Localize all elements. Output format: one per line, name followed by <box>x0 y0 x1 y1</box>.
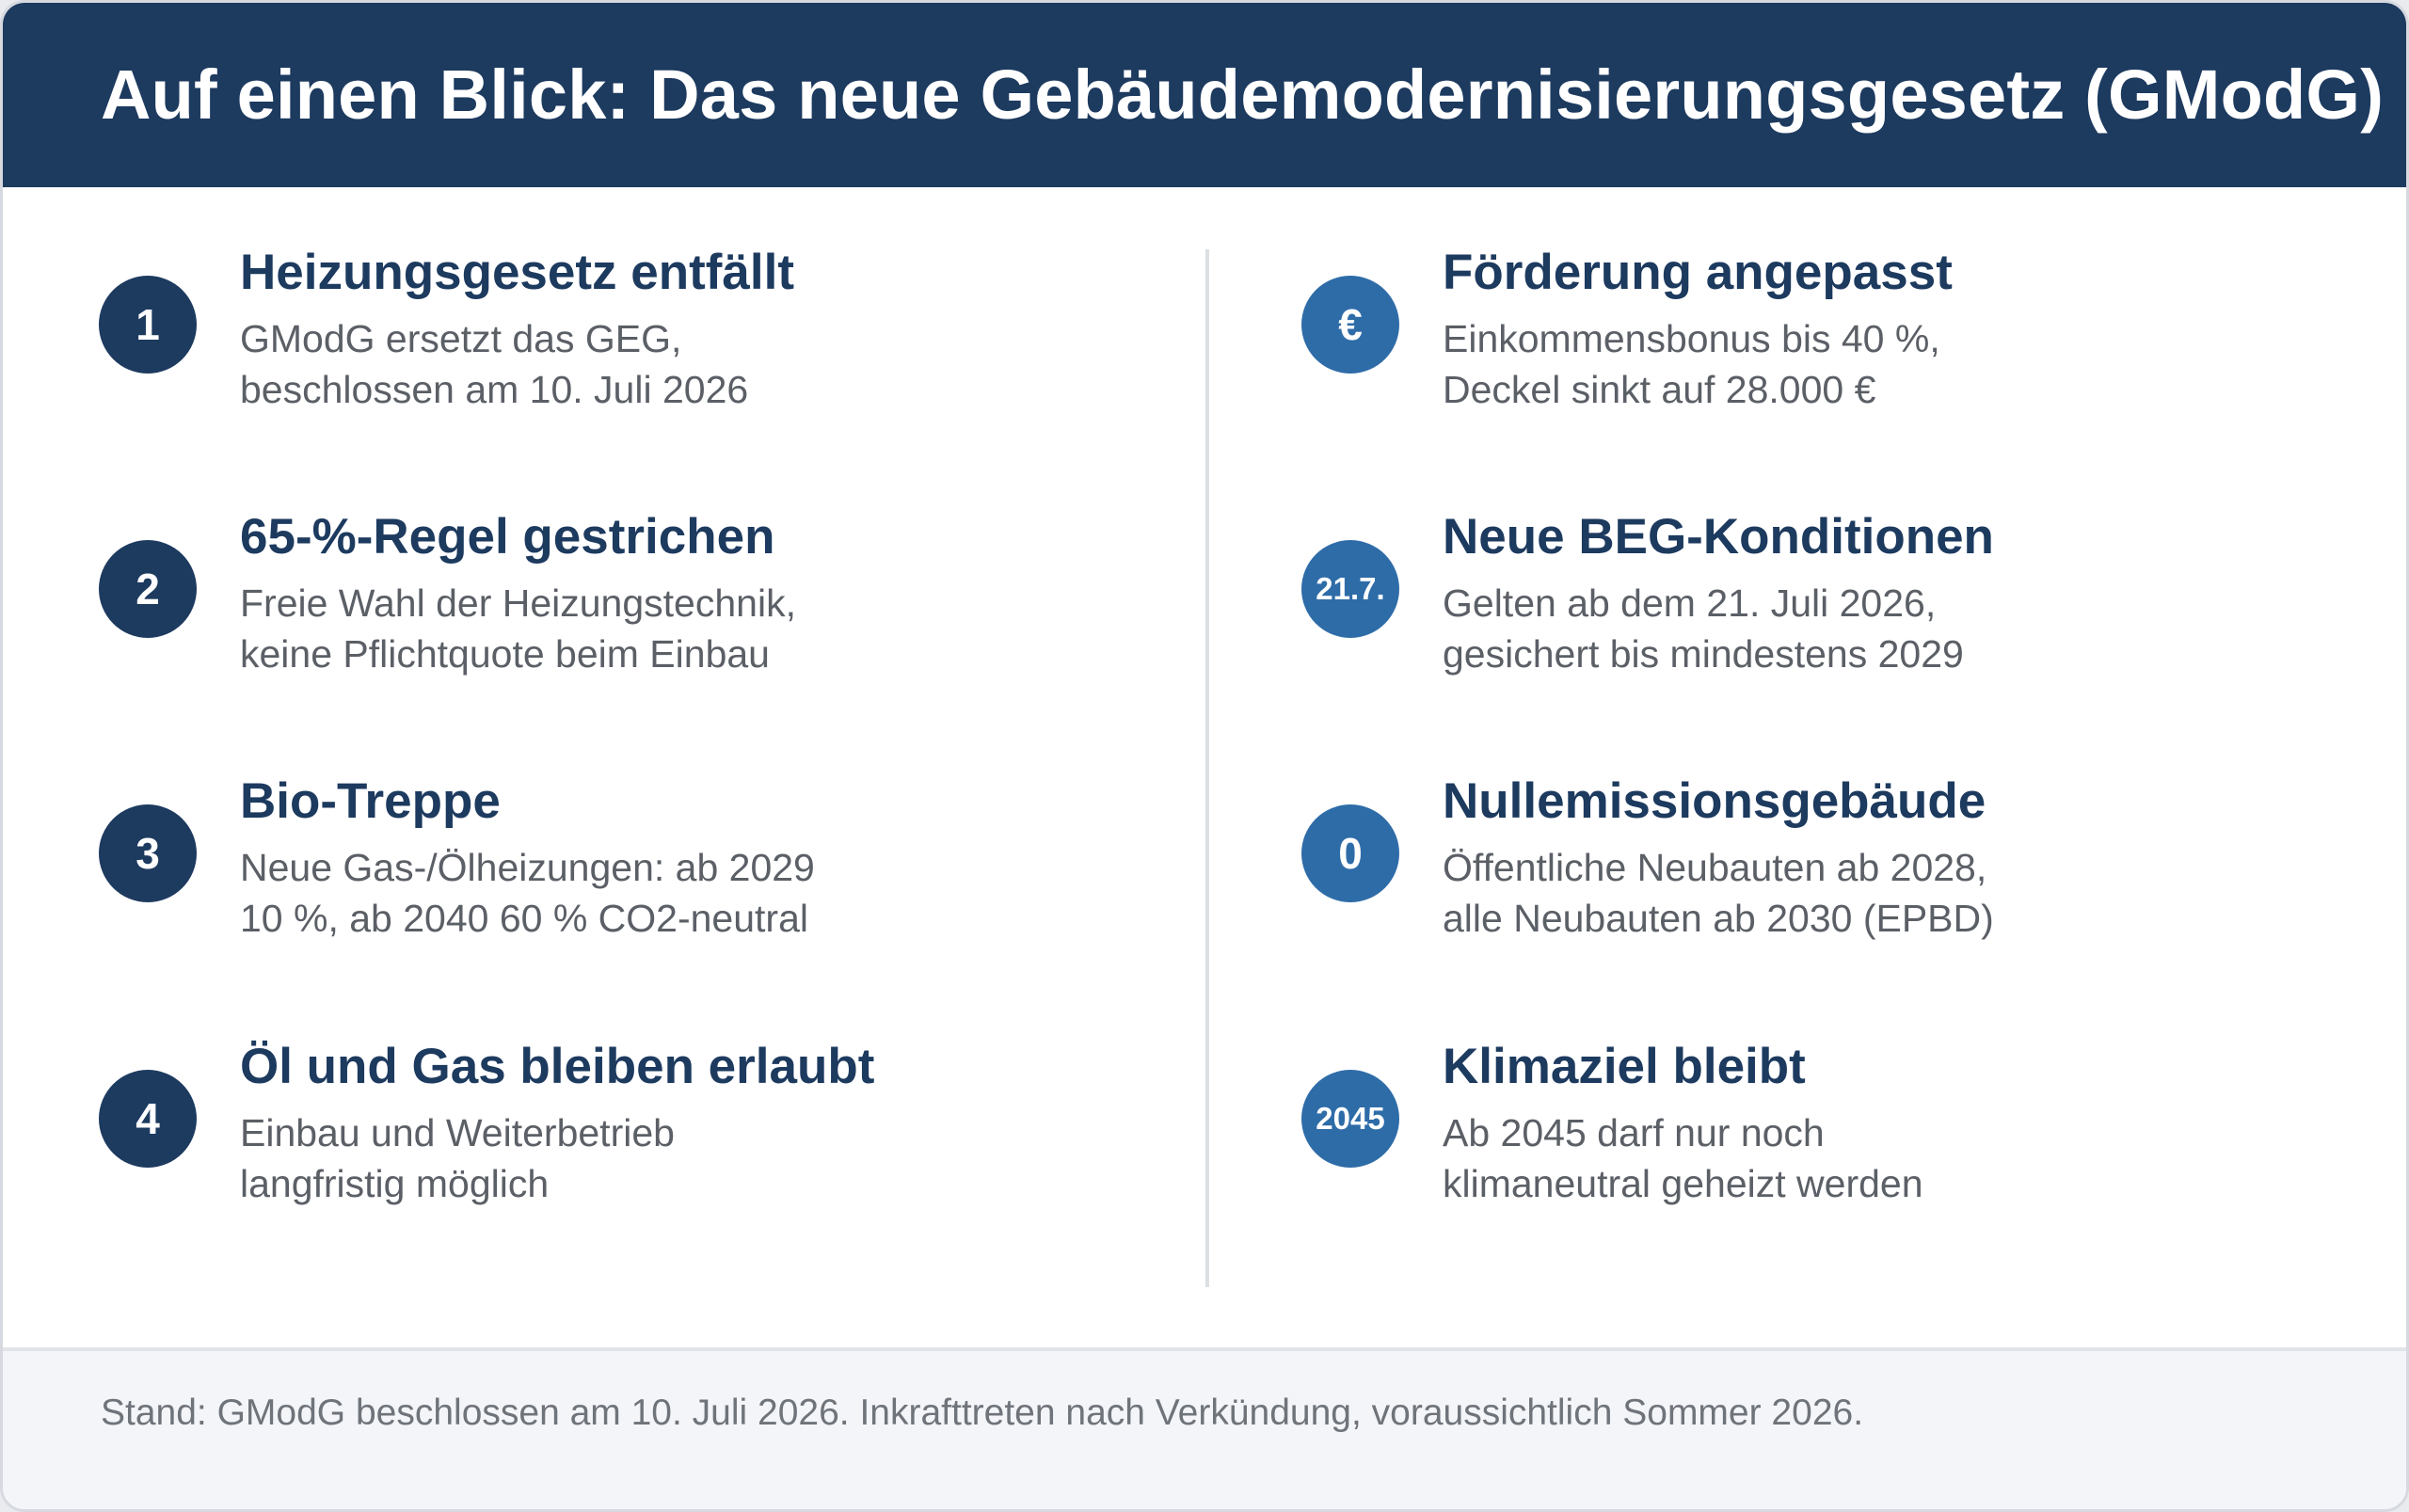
fact-title: 65-%-Regel gestrichen <box>240 509 775 565</box>
zero-badge: 0 <box>1301 804 1399 902</box>
fact-item-klimaziel: 2045 Klimaziel bleibt Ab 2045 darf nur n… <box>1301 1039 2384 1292</box>
fact-title: Neue BEG-Konditionen <box>1443 509 1994 565</box>
fact-title: Heizungsgesetz entfällt <box>240 245 794 300</box>
column-divider <box>1205 249 1209 1287</box>
fact-line: GModG ersetzt das GEG, <box>240 317 682 360</box>
fact-line: beschlossen am 10. Juli 2026 <box>240 368 749 411</box>
fact-line: alle Neubauten ab 2030 (EPBD) <box>1443 897 1994 940</box>
euro-icon: € <box>1301 276 1399 374</box>
fact-item-bio-treppe: 3 Bio-Treppe Neue Gas-/Ölheizungen: ab 2… <box>99 773 1181 1027</box>
fact-description: Einkommensbonus bis 40 %, Deckel sinkt a… <box>1443 313 1940 415</box>
fact-description: Neue Gas-/Ölheizungen: ab 2029 10 %, ab … <box>240 842 815 944</box>
fact-title: Förderung angepasst <box>1443 245 1953 300</box>
fact-item-65-regel: 2 65-%-Regel gestrichen Freie Wahl der H… <box>99 509 1181 762</box>
fact-line: Freie Wahl der Heizungstechnik, <box>240 581 796 625</box>
fact-title: Klimaziel bleibt <box>1443 1039 1806 1094</box>
footer-note: Stand: GModG beschlossen am 10. Juli 202… <box>101 1393 1864 1433</box>
fact-line: gesichert bis mindestens 2029 <box>1443 632 1964 676</box>
fact-item-nullemission: 0 Nullemissionsgebäude Öffentliche Neuba… <box>1301 773 2384 1027</box>
fact-line: Einkommensbonus bis 40 %, <box>1443 317 1940 360</box>
header-banner: Auf einen Blick: Das neue Gebäudemoderni… <box>3 3 2406 187</box>
number-badge: 1 <box>99 276 197 374</box>
fact-line: Deckel sinkt auf 28.000 € <box>1443 368 1876 411</box>
fact-line: Ab 2045 darf nur noch <box>1443 1111 1825 1154</box>
fact-title: Öl und Gas bleiben erlaubt <box>240 1039 875 1094</box>
fact-description: Gelten ab dem 21. Juli 2026, gesichert b… <box>1443 578 1964 679</box>
fact-item-heizungsgesetz: 1 Heizungsgesetz entfällt GModG ersetzt … <box>99 245 1181 498</box>
page-title: Auf einen Blick: Das neue Gebäudemoderni… <box>101 56 2385 134</box>
fact-line: Gelten ab dem 21. Juli 2026, <box>1443 581 1937 625</box>
fact-item-beg-konditionen: 21.7. Neue BEG-Konditionen Gelten ab dem… <box>1301 509 2384 762</box>
fact-line: Neue Gas-/Ölheizungen: ab 2029 <box>240 846 815 889</box>
number-badge: 4 <box>99 1070 197 1168</box>
fact-line: keine Pflichtquote beim Einbau <box>240 632 770 676</box>
year-badge: 2045 <box>1301 1070 1399 1168</box>
fact-item-oel-gas: 4 Öl und Gas bleiben erlaubt Einbau und … <box>99 1039 1181 1292</box>
fact-line: Einbau und Weiterbetrieb <box>240 1111 675 1154</box>
footer-bar: Stand: GModG beschlossen am 10. Juli 202… <box>3 1347 2406 1509</box>
fact-description: GModG ersetzt das GEG, beschlossen am 10… <box>240 313 748 415</box>
number-badge: 2 <box>99 540 197 638</box>
fact-item-foerderung: € Förderung angepasst Einkommensbonus bi… <box>1301 245 2384 498</box>
fact-title: Bio-Treppe <box>240 773 501 829</box>
fact-line: langfristig möglich <box>240 1162 550 1205</box>
fact-description: Einbau und Weiterbetrieb langfristig mög… <box>240 1107 675 1209</box>
fact-description: Freie Wahl der Heizungstechnik, keine Pf… <box>240 578 796 679</box>
number-badge: 3 <box>99 804 197 902</box>
fact-line: 10 %, ab 2040 60 % CO2-neutral <box>240 897 808 940</box>
fact-description: Öffentliche Neubauten ab 2028, alle Neub… <box>1443 842 1994 944</box>
fact-title: Nullemissionsgebäude <box>1443 773 1986 829</box>
fact-line: Öffentliche Neubauten ab 2028, <box>1443 846 1987 889</box>
fact-line: klimaneutral geheizt werden <box>1443 1162 1923 1205</box>
fact-description: Ab 2045 darf nur noch klimaneutral gehei… <box>1443 1107 1923 1209</box>
date-badge: 21.7. <box>1301 540 1399 638</box>
